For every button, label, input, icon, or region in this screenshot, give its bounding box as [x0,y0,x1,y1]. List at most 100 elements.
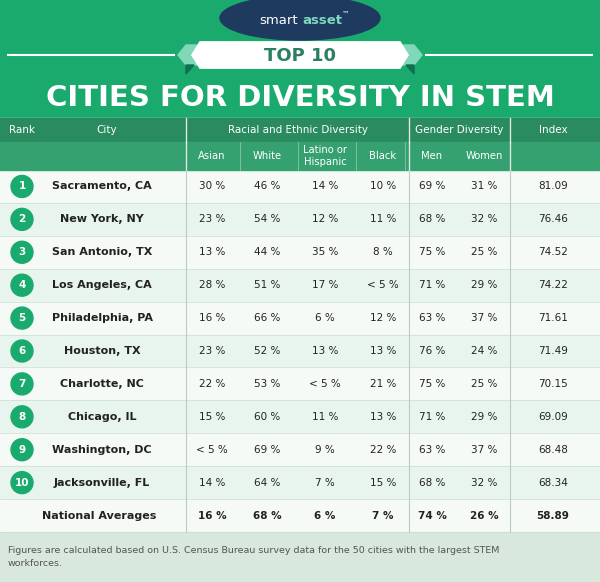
Text: 32 %: 32 % [471,478,497,488]
Circle shape [11,471,33,494]
Bar [0,499,600,532]
Text: 12 %: 12 % [370,313,396,323]
Text: 52 %: 52 % [254,346,280,356]
Text: 21 %: 21 % [370,379,396,389]
Text: 15 %: 15 % [199,412,225,422]
Text: 14 %: 14 % [312,182,338,191]
Polygon shape [186,65,194,74]
Text: Los Angeles, CA: Los Angeles, CA [52,280,152,290]
Text: 16 %: 16 % [199,313,225,323]
Polygon shape [192,42,408,68]
Text: 68 %: 68 % [419,478,445,488]
Text: < 5 %: < 5 % [196,445,228,455]
Text: 30 %: 30 % [199,182,225,191]
Text: 44 %: 44 % [254,247,280,257]
Text: San Antonio, TX: San Antonio, TX [52,247,152,257]
Text: 69 %: 69 % [254,445,280,455]
Text: 5: 5 [19,313,26,323]
Text: smart: smart [259,13,298,27]
Bar [0,301,600,335]
Text: 25 %: 25 % [471,379,497,389]
Text: 69.09: 69.09 [538,412,568,422]
Circle shape [11,274,33,296]
Text: 37 %: 37 % [471,445,497,455]
Text: 37 %: 37 % [471,313,497,323]
Text: Philadelphia, PA: Philadelphia, PA [52,313,152,323]
Text: 64 %: 64 % [254,478,280,488]
Text: 2: 2 [19,214,26,225]
Text: Gender Diversity: Gender Diversity [415,125,503,135]
Text: 69 %: 69 % [419,182,445,191]
Text: 16 %: 16 % [197,510,226,520]
Circle shape [11,208,33,230]
Text: TOP 10: TOP 10 [264,47,336,65]
Text: Rank: Rank [9,125,35,135]
Text: Women: Women [466,151,503,161]
Text: 51 %: 51 % [254,280,280,290]
Text: 76 %: 76 % [419,346,445,356]
Text: National Averages: National Averages [42,510,156,520]
Text: 8: 8 [19,412,26,422]
Text: 70.15: 70.15 [538,379,568,389]
Circle shape [11,406,33,428]
Text: 53 %: 53 % [254,379,280,389]
Text: 71.49: 71.49 [538,346,568,356]
Circle shape [11,439,33,461]
Bar [0,269,600,301]
Text: 75 %: 75 % [419,247,445,257]
Text: 68.48: 68.48 [538,445,568,455]
Text: 3: 3 [19,247,26,257]
Text: 58.89: 58.89 [536,510,569,520]
Bar [0,236,600,269]
Text: 7 %: 7 % [315,478,335,488]
Text: White: White [253,151,281,161]
Text: Index: Index [539,125,568,135]
Text: 71.61: 71.61 [538,313,568,323]
Text: Charlotte, NC: Charlotte, NC [60,379,144,389]
Text: 13 %: 13 % [370,346,396,356]
Text: 63 %: 63 % [419,445,445,455]
Text: asset: asset [302,13,342,27]
Circle shape [11,373,33,395]
Text: 54 %: 54 % [254,214,280,225]
Polygon shape [192,42,408,68]
Text: 28 %: 28 % [199,280,225,290]
Text: Racial and Ethnic Diversity: Racial and Ethnic Diversity [227,125,367,135]
Circle shape [11,307,33,329]
Text: 29 %: 29 % [471,280,497,290]
Text: 23 %: 23 % [199,346,225,356]
Text: 71 %: 71 % [419,280,445,290]
Text: 9: 9 [19,445,26,455]
Text: Chicago, IL: Chicago, IL [68,412,136,422]
Text: 46 %: 46 % [254,182,280,191]
Text: 68 %: 68 % [253,510,281,520]
Text: 13 %: 13 % [370,412,396,422]
Polygon shape [178,45,422,65]
Text: 26 %: 26 % [470,510,499,520]
Text: Washington, DC: Washington, DC [52,445,152,455]
Text: 63 %: 63 % [419,313,445,323]
Text: City: City [97,125,118,135]
Text: 7: 7 [19,379,26,389]
Text: Asian: Asian [198,151,226,161]
Text: 10: 10 [15,478,29,488]
Text: 7 %: 7 % [372,510,394,520]
Text: CITIES FOR DIVERSITY IN STEM: CITIES FOR DIVERSITY IN STEM [46,84,554,112]
Text: 32 %: 32 % [471,214,497,225]
Ellipse shape [220,0,380,40]
Text: Jacksonville, FL: Jacksonville, FL [54,478,150,488]
Bar [0,203,600,236]
Text: Houston, TX: Houston, TX [64,346,140,356]
Text: 10 %: 10 % [370,182,396,191]
Text: 1: 1 [19,182,26,191]
Text: 14 %: 14 % [199,478,225,488]
Text: 31 %: 31 % [471,182,497,191]
Text: New York, NY: New York, NY [60,214,144,225]
Text: 74.22: 74.22 [538,280,568,290]
Text: 11 %: 11 % [312,412,338,422]
Text: 8 %: 8 % [373,247,393,257]
Text: 6 %: 6 % [314,510,335,520]
Text: 11 %: 11 % [370,214,396,225]
Circle shape [11,340,33,362]
Bar [0,335,600,367]
